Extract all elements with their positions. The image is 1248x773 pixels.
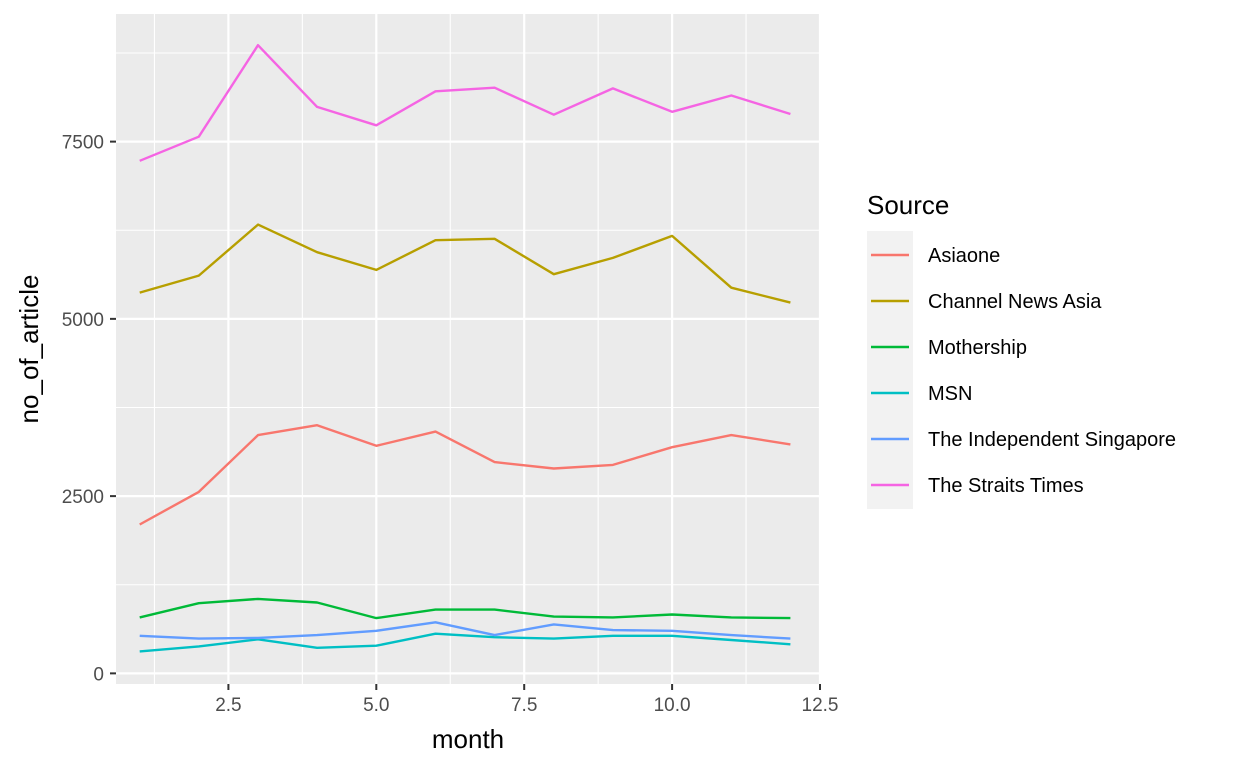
series-line-the-independent-singapore <box>139 621 791 640</box>
panel-background <box>116 14 820 684</box>
x-tick-label: 12.5 <box>802 695 839 716</box>
series-line-the-straits-times <box>139 44 791 162</box>
legend-label-asiaone: Asiaone <box>928 245 1000 267</box>
legend-title: Source <box>867 190 949 220</box>
legend: Source Asiaone Channel News Asia Mothershi… <box>867 190 1176 509</box>
legend-label-the-straits-times: The Straits Times <box>928 475 1084 497</box>
y-tick-label: 2500 <box>62 487 104 508</box>
x-tick-label: 10.0 <box>654 695 691 716</box>
series-line-msn <box>139 632 791 653</box>
legend-key-background <box>867 231 913 509</box>
y-axis-label: no_of_article <box>14 275 44 424</box>
y-tick-label: 5000 <box>62 310 104 331</box>
series-lines <box>139 44 791 653</box>
legend-label-msn: MSN <box>928 383 972 405</box>
series-line-channel-news-asia <box>139 223 791 304</box>
series-line-asiaone <box>139 424 791 526</box>
x-tick-label: 5.0 <box>363 695 389 716</box>
y-tick-label: 0 <box>93 664 104 685</box>
x-axis: 2.5 5.0 7.5 10.0 12.5 <box>215 684 838 716</box>
series-line-mothership <box>139 597 791 620</box>
minor-gridlines <box>116 14 820 684</box>
legend-label-the-independent-singapore: The Independent Singapore <box>928 429 1176 451</box>
legend-label-mothership: Mothership <box>928 337 1027 359</box>
x-tick-label: 2.5 <box>215 695 241 716</box>
legend-keys: Asiaone Channel News Asia Mothership MSN The… <box>867 231 1176 509</box>
x-axis-label: month <box>432 724 504 754</box>
y-tick-label: 7500 <box>62 133 104 154</box>
y-axis: 0 2500 5000 7500 <box>62 133 116 685</box>
legend-label-channel-news-asia: Channel News Asia <box>928 291 1102 313</box>
x-tick-label: 7.5 <box>511 695 537 716</box>
